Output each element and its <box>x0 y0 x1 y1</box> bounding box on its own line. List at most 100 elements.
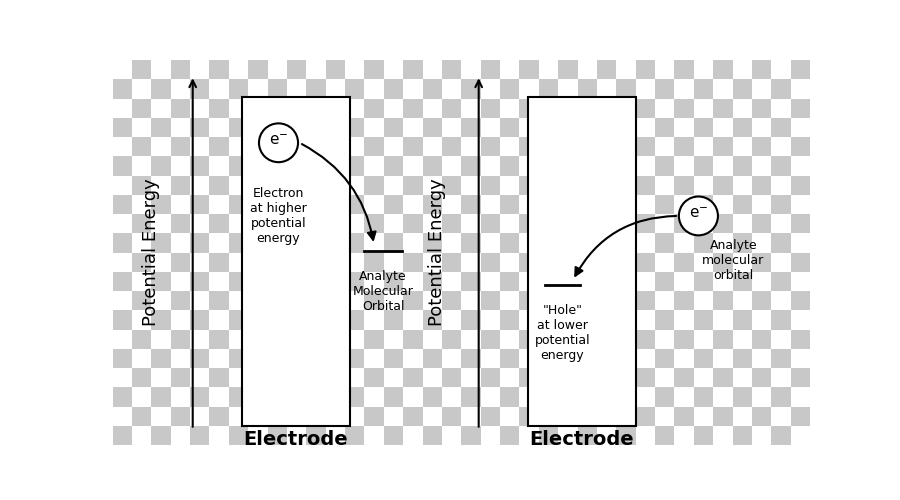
Bar <box>674 291 694 310</box>
Bar <box>500 426 519 445</box>
Bar <box>694 176 713 195</box>
Bar <box>171 406 190 426</box>
Bar <box>383 330 403 349</box>
Bar <box>403 272 422 291</box>
Bar <box>364 214 383 233</box>
Bar <box>771 291 790 310</box>
Bar <box>403 252 422 272</box>
Bar <box>326 156 345 176</box>
Bar <box>345 233 364 252</box>
Bar <box>635 214 655 233</box>
Bar <box>267 60 287 79</box>
Bar <box>655 41 674 60</box>
Bar <box>790 426 810 445</box>
Bar <box>267 310 287 330</box>
Bar <box>500 137 519 156</box>
Bar <box>171 176 190 195</box>
Bar <box>442 387 461 406</box>
Bar <box>306 330 326 349</box>
Bar <box>248 272 267 291</box>
Bar <box>287 156 306 176</box>
Bar <box>558 406 578 426</box>
Bar <box>790 233 810 252</box>
Bar <box>790 252 810 272</box>
Bar <box>500 272 519 291</box>
Bar <box>713 98 733 117</box>
Bar <box>790 214 810 233</box>
Bar <box>422 387 442 406</box>
Bar <box>752 349 771 368</box>
Bar <box>752 406 771 426</box>
Bar <box>713 291 733 310</box>
Bar <box>635 79 655 98</box>
Bar <box>345 194 364 214</box>
Bar <box>112 194 132 214</box>
Bar <box>578 406 597 426</box>
Bar <box>267 406 287 426</box>
Bar <box>287 118 306 137</box>
Bar <box>403 349 422 368</box>
Bar <box>558 137 578 156</box>
Bar <box>752 194 771 214</box>
Bar <box>674 79 694 98</box>
Bar <box>403 406 422 426</box>
Bar <box>345 368 364 387</box>
Bar <box>733 330 751 349</box>
Bar <box>364 98 383 117</box>
Bar <box>383 118 403 137</box>
Bar <box>171 41 190 60</box>
Bar <box>306 272 326 291</box>
Bar <box>326 118 345 137</box>
Bar <box>527 96 635 426</box>
Bar <box>810 330 830 349</box>
Bar <box>694 368 713 387</box>
Bar <box>151 137 171 156</box>
Bar <box>790 176 810 195</box>
Bar <box>597 176 617 195</box>
Bar <box>733 60 751 79</box>
Bar <box>481 176 500 195</box>
Bar <box>326 272 345 291</box>
Bar <box>694 252 713 272</box>
Bar <box>267 98 287 117</box>
Bar <box>733 368 751 387</box>
Bar <box>752 60 771 79</box>
Bar <box>287 291 306 310</box>
Bar <box>267 426 287 445</box>
Bar <box>132 60 151 79</box>
Bar <box>267 233 287 252</box>
Bar <box>713 233 733 252</box>
Bar <box>229 310 248 330</box>
Bar <box>616 330 635 349</box>
Bar <box>151 233 171 252</box>
Bar <box>248 426 267 445</box>
Bar <box>461 176 481 195</box>
Bar <box>267 272 287 291</box>
Bar <box>616 41 635 60</box>
Bar <box>674 368 694 387</box>
Bar <box>733 310 751 330</box>
Bar <box>519 233 539 252</box>
Bar <box>287 330 306 349</box>
Bar <box>500 41 519 60</box>
Bar <box>694 233 713 252</box>
Bar <box>481 387 500 406</box>
Bar <box>694 310 713 330</box>
Bar <box>519 426 539 445</box>
Bar <box>635 41 655 60</box>
Bar <box>616 79 635 98</box>
Bar <box>229 252 248 272</box>
Bar <box>519 118 539 137</box>
Bar <box>771 214 790 233</box>
Bar <box>210 291 229 310</box>
Bar <box>461 406 481 426</box>
Bar <box>771 41 790 60</box>
Bar <box>422 349 442 368</box>
Bar <box>326 349 345 368</box>
Bar <box>790 330 810 349</box>
Bar <box>306 156 326 176</box>
Bar <box>287 41 306 60</box>
Bar <box>733 291 751 310</box>
Bar <box>616 387 635 406</box>
Bar <box>810 406 830 426</box>
